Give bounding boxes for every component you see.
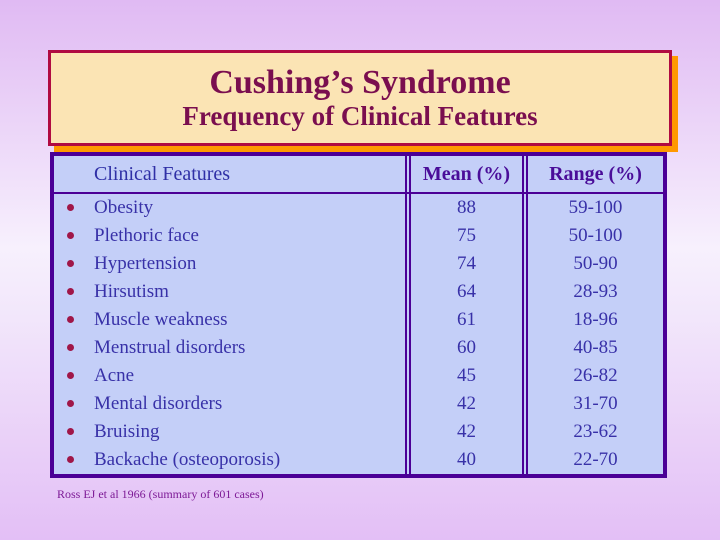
- source-citation: Ross EJ et al 1966 (summary of 601 cases…: [57, 487, 264, 501]
- table-row: Hypertension 74 50-90: [54, 250, 663, 278]
- mean-cell: 40: [405, 446, 528, 474]
- mean-cell: 74: [405, 250, 528, 278]
- mean-cell: 75: [405, 222, 528, 250]
- feature-label: Plethoric face: [94, 225, 199, 246]
- feature-label: Backache (osteoporosis): [94, 449, 281, 470]
- range-cell: 40-85: [573, 337, 618, 358]
- slide-title: Cushing’s Syndrome: [209, 63, 511, 101]
- range-cell: 50-100: [568, 225, 623, 246]
- bullet-icon: [67, 456, 74, 463]
- feature-cell: Mental disorders: [54, 390, 405, 418]
- range-cell: 59-100: [568, 197, 623, 218]
- mean-cell: 88: [405, 194, 528, 222]
- mean-cell: 61: [405, 306, 528, 334]
- column-header-clinical-features: Clinical Features: [94, 162, 231, 185]
- mean-cell: 60: [405, 334, 528, 362]
- table-row: Backache (osteoporosis) 40 22-70: [54, 446, 663, 474]
- feature-cell: Hirsutism: [54, 278, 405, 306]
- bullet-icon: [67, 288, 74, 295]
- bullet-icon: [67, 428, 74, 435]
- table-row: Mental disorders 42 31-70: [54, 390, 663, 418]
- bullet-icon: [67, 260, 74, 267]
- bullet-icon: [67, 344, 74, 351]
- table-row: Bruising 42 23-62: [54, 418, 663, 446]
- clinical-features-table: Clinical Features Mean (%) Range (%) Obe…: [50, 152, 667, 478]
- feature-cell: Obesity: [54, 194, 405, 222]
- table-row: Plethoric face 75 50-100: [54, 222, 663, 250]
- feature-label: Acne: [94, 365, 135, 386]
- mean-cell: 64: [405, 278, 528, 306]
- table-row: Muscle weakness 61 18-96: [54, 306, 663, 334]
- mean-cell: 42: [405, 418, 528, 446]
- feature-cell: Hypertension: [54, 250, 405, 278]
- feature-cell: Muscle weakness: [54, 306, 405, 334]
- slide-subtitle: Frequency of Clinical Features: [182, 101, 538, 132]
- feature-label: Bruising: [94, 421, 160, 442]
- mean-cell: 45: [405, 362, 528, 390]
- column-header-range: Range (%): [549, 162, 642, 185]
- feature-cell: Bruising: [54, 418, 405, 446]
- feature-label: Obesity: [94, 197, 154, 218]
- table-row: Menstrual disorders 60 40-85: [54, 334, 663, 362]
- title-box: Cushing’s Syndrome Frequency of Clinical…: [48, 50, 672, 146]
- feature-cell: Plethoric face: [54, 222, 405, 250]
- bullet-icon: [67, 372, 74, 379]
- range-cell: 31-70: [573, 393, 618, 414]
- feature-label: Hirsutism: [94, 281, 169, 302]
- table-row: Hirsutism 64 28-93: [54, 278, 663, 306]
- feature-label: Mental disorders: [94, 393, 223, 414]
- range-cell: 26-82: [573, 365, 618, 386]
- feature-cell: Acne: [54, 362, 405, 390]
- column-header-mean: Mean (%): [405, 156, 528, 192]
- feature-cell: Backache (osteoporosis): [54, 446, 405, 474]
- range-cell: 28-93: [573, 281, 618, 302]
- bullet-icon: [67, 316, 74, 323]
- table-body: Obesity 88 59-100 Plethoric face 75 50-100 Hyp…: [54, 194, 663, 474]
- feature-cell: Menstrual disorders: [54, 334, 405, 362]
- table-row: Acne 45 26-82: [54, 362, 663, 390]
- bullet-icon: [67, 400, 74, 407]
- feature-label: Muscle weakness: [94, 309, 228, 330]
- table-header-row: Clinical Features Mean (%) Range (%): [54, 156, 663, 194]
- table-row: Obesity 88 59-100: [54, 194, 663, 222]
- range-cell: 23-62: [573, 421, 618, 442]
- range-cell: 18-96: [573, 309, 618, 330]
- bullet-icon: [67, 204, 74, 211]
- feature-label: Menstrual disorders: [94, 337, 246, 358]
- range-cell: 22-70: [573, 449, 618, 470]
- feature-label: Hypertension: [94, 253, 197, 274]
- mean-cell: 42: [405, 390, 528, 418]
- range-cell: 50-90: [573, 253, 618, 274]
- bullet-icon: [67, 232, 74, 239]
